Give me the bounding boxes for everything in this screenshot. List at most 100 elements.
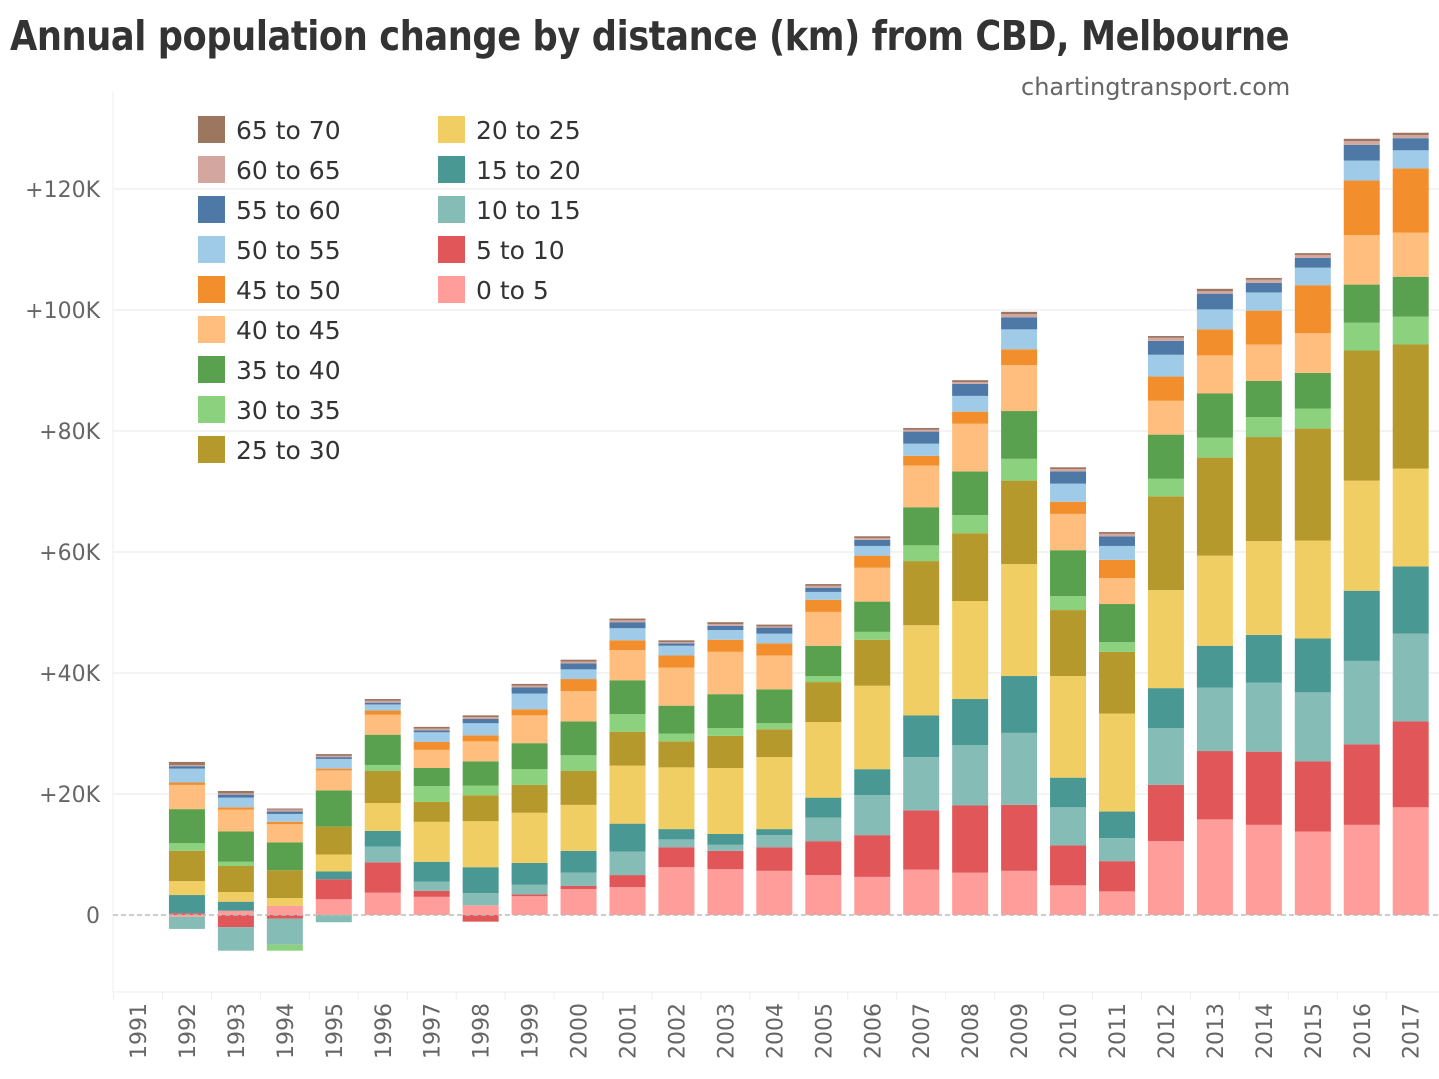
bar-segment	[315, 854, 352, 872]
bar-segment	[413, 890, 450, 897]
bar-segment	[217, 790, 254, 794]
bar-segment	[854, 876, 891, 915]
bar-segment	[854, 567, 891, 602]
bar-segment	[1294, 638, 1331, 693]
bar-segment	[1196, 687, 1233, 752]
bar-segment	[1147, 590, 1184, 689]
y-tick-label: +100K	[25, 299, 100, 324]
bar-segment	[1050, 777, 1087, 808]
bar-segment	[462, 723, 499, 736]
bar-segment	[903, 869, 940, 915]
bar-segment	[462, 905, 499, 915]
bar-segment	[658, 767, 695, 830]
legend-label: 40 to 45	[236, 316, 341, 345]
bar-segment	[168, 809, 205, 844]
bar-segment	[1294, 332, 1331, 373]
bar-segment	[1343, 138, 1380, 142]
bar-segment	[903, 429, 940, 432]
bar-segment	[1392, 633, 1429, 722]
bar-segment	[1196, 819, 1233, 915]
bar-segment	[1245, 417, 1282, 438]
bar-segment	[1099, 861, 1135, 892]
bar-segment	[854, 835, 891, 877]
bar-segment	[1343, 284, 1380, 323]
x-tick-label: 2005	[812, 1003, 837, 1059]
bar-segment	[1050, 845, 1087, 886]
bar-segment	[560, 850, 597, 873]
bar-segment	[560, 661, 597, 664]
bar-segment	[903, 455, 940, 466]
bar-segment	[854, 685, 891, 770]
bar-segment	[756, 689, 793, 724]
legend-swatch	[198, 436, 225, 463]
x-tick-label: 1993	[225, 1003, 250, 1059]
bar-segment	[1001, 458, 1038, 481]
legend-item: 60 to 65	[198, 156, 341, 185]
bar-segment	[1099, 578, 1135, 605]
legend-label: 45 to 50	[236, 276, 341, 305]
bar-segment	[217, 809, 254, 832]
bar-segment	[1245, 541, 1282, 635]
bar-segment	[609, 875, 646, 888]
bar-segment	[560, 691, 597, 722]
bar-segment	[364, 702, 401, 705]
bar-segment	[609, 628, 646, 641]
bar-segment	[1245, 682, 1282, 752]
bar-segment	[364, 700, 401, 703]
bar-segment	[658, 829, 695, 840]
bar-segment	[1050, 483, 1087, 502]
bar-segment	[1001, 311, 1038, 315]
y-tick-label: +80K	[39, 420, 100, 445]
bar-segment	[805, 587, 842, 592]
bar-segment	[315, 826, 352, 855]
y-tick-label: +40K	[39, 662, 100, 687]
bar-segment	[217, 915, 254, 928]
bar-segment	[707, 651, 744, 695]
bar-segment	[903, 431, 940, 444]
bar-segment	[658, 667, 695, 706]
bar-segment	[315, 754, 352, 756]
bar-segment	[1099, 532, 1135, 534]
bar-segment	[560, 659, 597, 662]
bar-segment	[707, 630, 744, 640]
bar-segment	[1147, 688, 1184, 729]
bar-segment	[707, 694, 744, 729]
bar-segment	[511, 687, 548, 694]
bar-segment	[1099, 713, 1135, 812]
x-tick-label: 2000	[568, 1003, 593, 1059]
bar-segment	[1099, 536, 1135, 546]
bar-segment	[1294, 267, 1331, 286]
y-tick-label: +20K	[39, 783, 100, 808]
legend-swatch	[198, 396, 225, 423]
x-axis: 1991 1992 1993 1994 1995 1996 1997 1998 1999 2000…	[113, 992, 1425, 1059]
bar-segment	[1245, 292, 1282, 311]
bar-segment	[854, 631, 891, 640]
bar-segment	[1343, 141, 1380, 145]
bar-segment	[364, 704, 401, 711]
bar-segment	[609, 680, 646, 715]
bar-segment	[1147, 478, 1184, 497]
bar-segment	[315, 790, 352, 827]
bar-segment	[952, 423, 989, 472]
x-tick-label: 2004	[763, 1003, 788, 1059]
x-tick-label: 2002	[665, 1003, 690, 1059]
bar-segment	[1196, 288, 1233, 292]
bar-segment	[805, 611, 842, 646]
bar-segment	[511, 743, 548, 770]
bar-segment	[952, 380, 989, 382]
x-tick-label: 2017	[1400, 1003, 1425, 1059]
legend-label: 65 to 70	[236, 116, 341, 145]
x-tick-label: 2012	[1155, 1003, 1180, 1059]
bar-segment	[168, 881, 205, 896]
bar-segment	[1245, 824, 1282, 915]
bar-segment	[609, 823, 646, 852]
y-tick-label: +120K	[25, 178, 100, 203]
bar-segment	[413, 730, 450, 733]
bar-segment	[462, 893, 499, 906]
legend-item: 45 to 50	[198, 276, 341, 305]
bar-segment	[805, 841, 842, 876]
bar-segment	[658, 645, 695, 656]
bar-segment	[756, 729, 793, 758]
bar-segment	[756, 829, 793, 836]
